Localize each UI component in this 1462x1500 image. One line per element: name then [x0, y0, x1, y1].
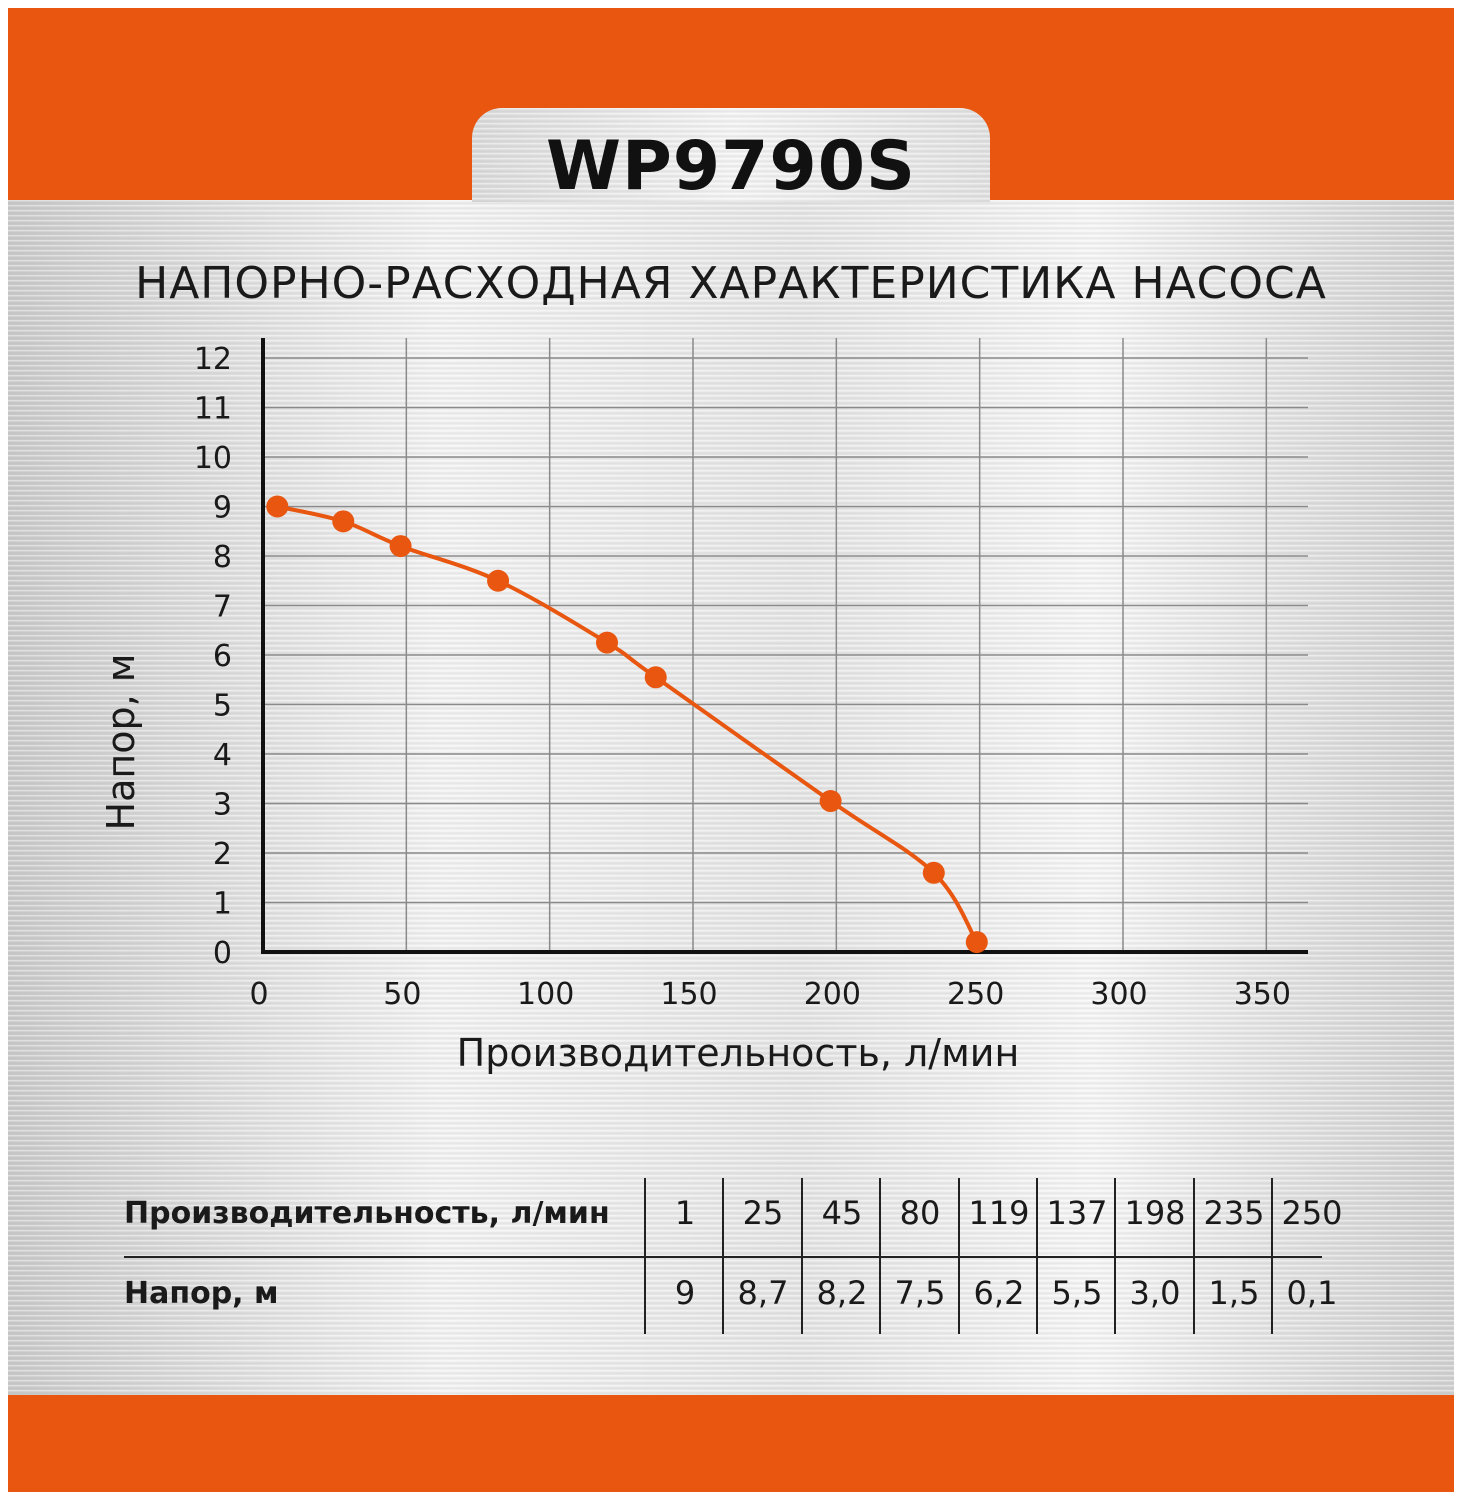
x-tick-label: 350 [1234, 977, 1291, 1012]
data-point [922, 861, 945, 884]
x-axis-label: Производительность, л/мин [457, 1031, 1020, 1075]
data-point [819, 790, 842, 813]
x-tick-label: 100 [517, 977, 574, 1012]
x-tick-label: 50 [383, 977, 421, 1012]
series-line [276, 504, 979, 944]
x-tick-label: 200 [804, 977, 861, 1012]
y-tick-label: 2 [213, 837, 232, 872]
y-tick-label: 6 [213, 639, 232, 674]
x-tick-label: 150 [660, 977, 717, 1012]
data-point [487, 569, 510, 592]
chart-grid [263, 338, 1308, 952]
y-tick-label: 12 [194, 342, 232, 377]
y-tick-label: 0 [213, 936, 232, 971]
x-tick-label: 0 [249, 977, 268, 1012]
y-tick-label: 7 [213, 590, 232, 625]
model-tab: WP9790S [472, 108, 990, 206]
y-axis-label: Напор, м [99, 654, 143, 831]
steel-panel [8, 200, 1454, 1395]
data-point [389, 535, 412, 558]
y-tick-label: 1 [213, 887, 232, 922]
chart-title: НАПОРНО-РАСХОДНАЯ ХАРАКТЕРИСТИКА НАСОСА [135, 258, 1327, 309]
data-point [266, 495, 289, 518]
data-point [596, 631, 618, 654]
data-point [332, 510, 355, 533]
data-point [965, 931, 988, 954]
y-tick-label: 5 [213, 689, 232, 724]
x-tick-label: 300 [1090, 977, 1147, 1012]
x-tick-label: 250 [947, 977, 1004, 1012]
y-tick-label: 8 [213, 540, 232, 575]
y-tick-label: 3 [213, 788, 232, 823]
model-name: WP9790S [545, 126, 917, 206]
data-point [644, 666, 667, 689]
y-tick-label: 9 [213, 491, 232, 526]
chart-series [266, 495, 988, 954]
y-tick-label: 11 [194, 392, 232, 427]
y-tick-label: 4 [213, 738, 232, 773]
y-tick-label: 10 [194, 441, 232, 476]
chart-axes [261, 338, 1308, 954]
